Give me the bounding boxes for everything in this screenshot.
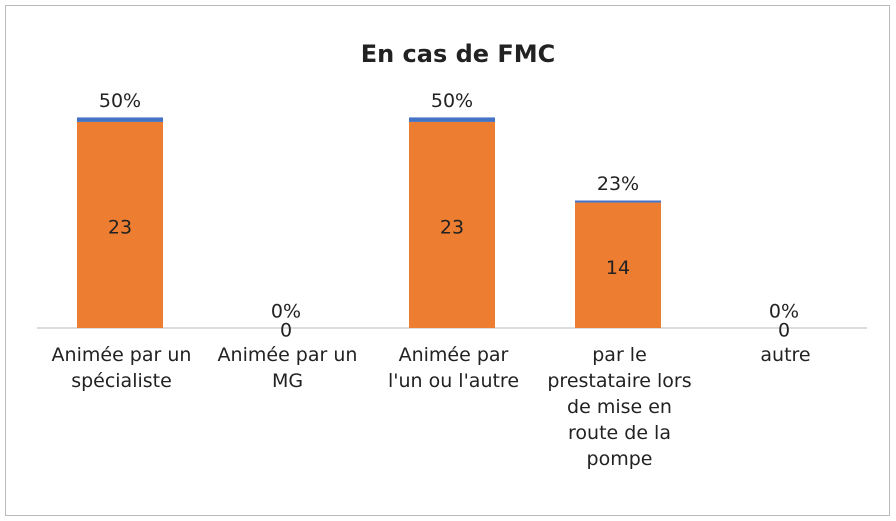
data-label: 0%	[769, 301, 799, 323]
bar-segment	[575, 200, 661, 203]
data-label: 0%	[271, 301, 301, 323]
data-label: 0	[778, 320, 790, 342]
x-tick-label: Animée par l'un ou l'autre	[387, 344, 520, 392]
data-label: 14	[606, 257, 630, 279]
x-tick-label: autre	[760, 344, 811, 366]
data-label: 23	[440, 216, 464, 238]
bar-segment	[575, 202, 661, 328]
chart-title: En cas de FMC	[361, 40, 556, 68]
data-label: 50%	[431, 90, 473, 112]
x-tick-label: Animée par un MG	[217, 344, 358, 392]
data-label: 23%	[597, 173, 639, 195]
bar-segment	[77, 117, 163, 122]
bar-segment	[77, 121, 163, 328]
data-label: 23	[108, 216, 132, 238]
x-tick-label: par le prestataire lors de mise en route…	[547, 344, 692, 470]
data-label: 50%	[99, 90, 141, 112]
bar-segment	[409, 117, 495, 122]
bar-segment	[409, 121, 495, 328]
data-label: 0	[280, 320, 292, 342]
x-tick-label: Animée par un spécialiste	[51, 344, 192, 392]
chart-border	[5, 5, 890, 516]
